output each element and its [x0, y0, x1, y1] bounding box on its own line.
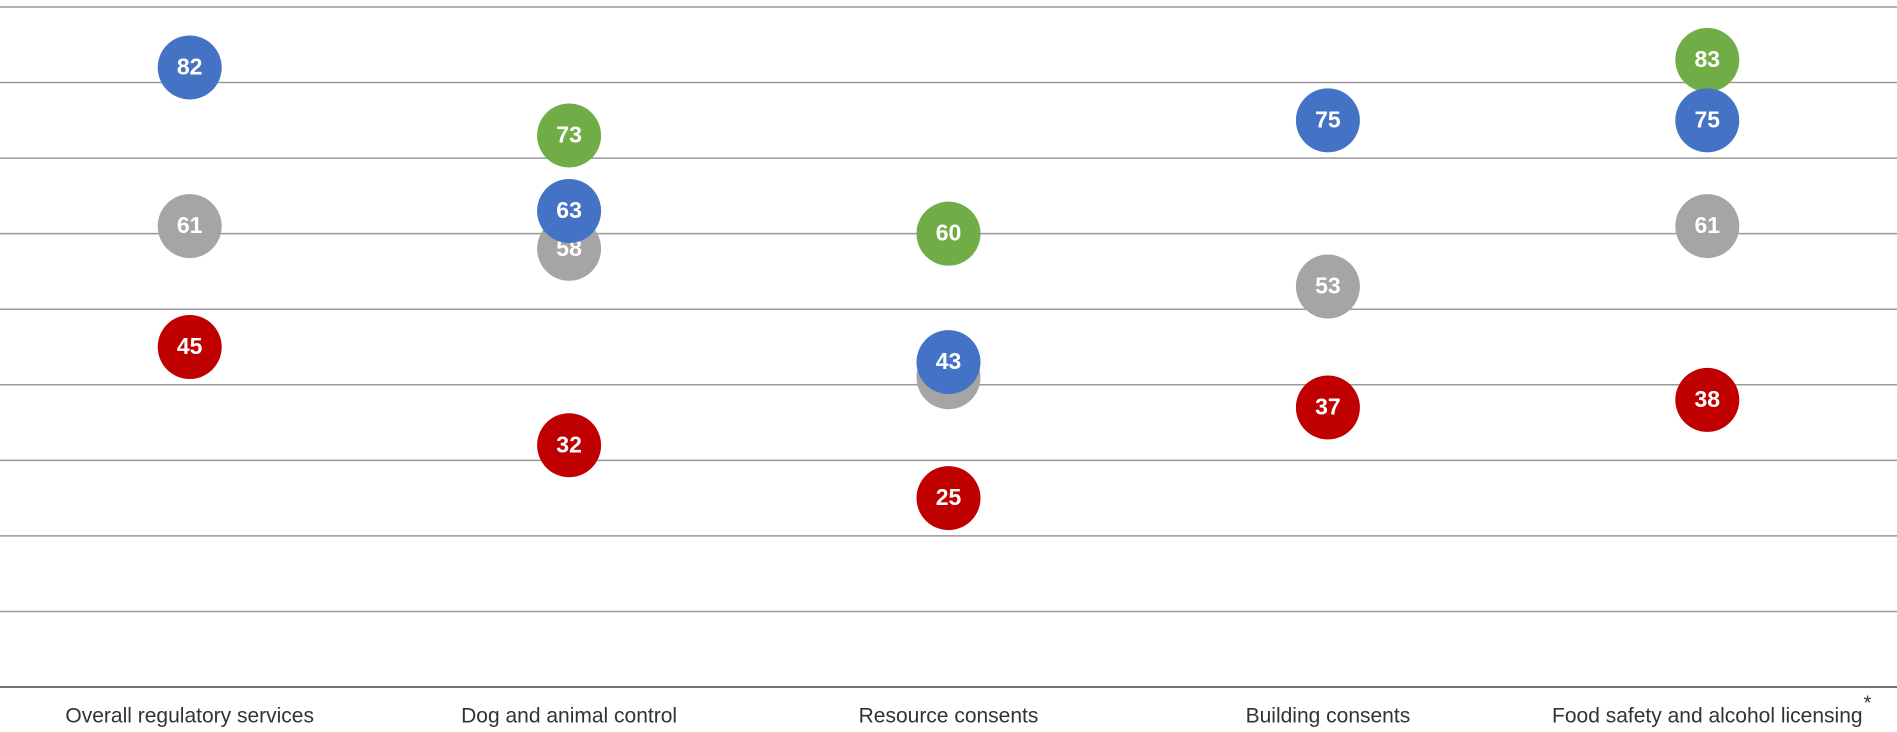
dot: [537, 413, 602, 478]
x-tick-label: Overall regulatory services: [65, 705, 314, 728]
x-tick-label: Dog and animal control: [461, 705, 677, 728]
value-label: 75: [1315, 106, 1341, 132]
value-label: 61: [1695, 212, 1721, 238]
dot: [1675, 367, 1740, 432]
dot: [157, 194, 222, 259]
dot: [916, 466, 981, 531]
value-label: 32: [556, 431, 582, 457]
annotation: *: [1864, 692, 1872, 714]
dot: [537, 103, 602, 168]
x-tick-label: Food safety and alcohol licensing: [1552, 705, 1863, 728]
dot: [157, 315, 222, 379]
value-label: 63: [556, 197, 582, 223]
value-label: 83: [1695, 46, 1721, 72]
dot: [1295, 254, 1360, 319]
x-tick-label: Building consents: [1246, 705, 1411, 728]
dot: [537, 179, 602, 243]
value-label: 82: [177, 54, 203, 80]
x-tick-label: Resource consents: [859, 705, 1039, 728]
dot: [157, 35, 222, 100]
value-label: 25: [936, 484, 962, 510]
dot: [1675, 27, 1740, 92]
value-label: 43: [936, 348, 962, 374]
value-label: 73: [556, 122, 582, 148]
dot: [1295, 88, 1360, 153]
dot: [1675, 88, 1740, 153]
dot: [916, 330, 981, 395]
dot: [1295, 375, 1360, 440]
value-label: 53: [1315, 273, 1341, 299]
value-label: 60: [936, 220, 962, 246]
value-label: 75: [1695, 106, 1721, 132]
value-label: 45: [177, 333, 203, 359]
value-label: 37: [1315, 394, 1341, 420]
dot: [916, 201, 981, 266]
dot: [1675, 194, 1740, 259]
value-label: 61: [177, 212, 203, 238]
value-label: 38: [1695, 386, 1721, 412]
